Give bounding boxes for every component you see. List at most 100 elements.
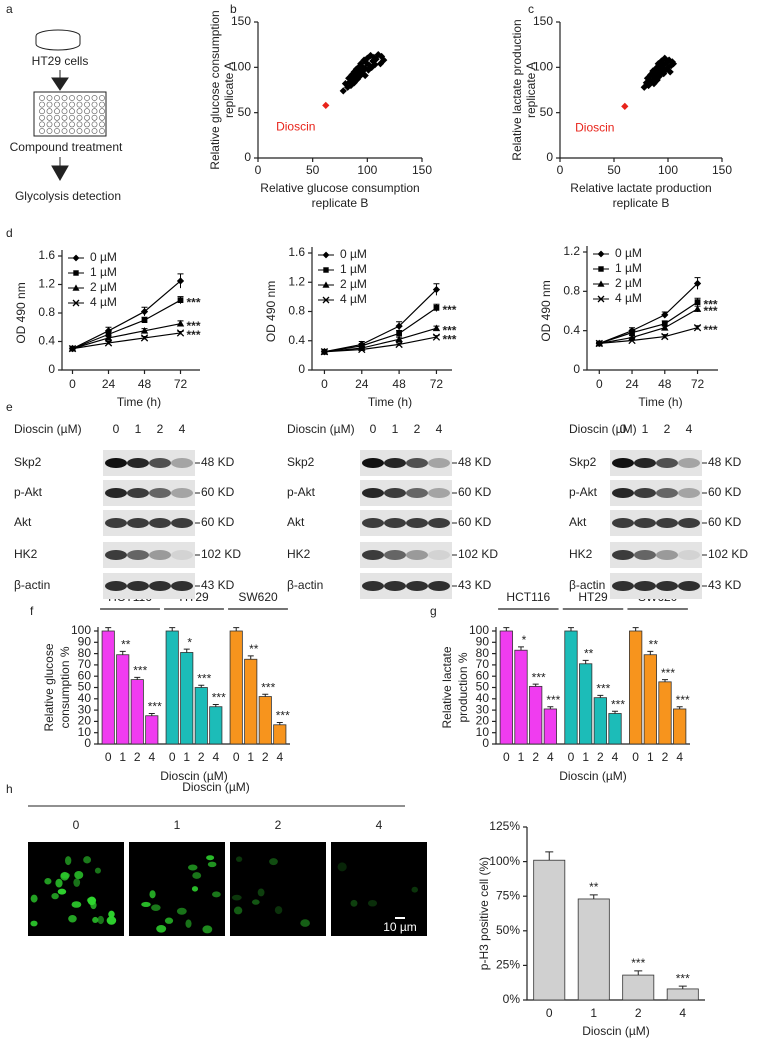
dish-side bbox=[35, 36, 81, 51]
marker bbox=[176, 319, 185, 327]
legend-label: 4 µM bbox=[340, 292, 367, 306]
blot-band bbox=[612, 550, 634, 560]
blot-size: 48 KD bbox=[708, 455, 742, 469]
x-tick-label: 4 bbox=[676, 750, 683, 764]
error-bar bbox=[212, 703, 219, 707]
cell bbox=[257, 888, 265, 897]
blot-band bbox=[634, 458, 656, 468]
lane-label: 4 bbox=[179, 422, 186, 436]
arrow bbox=[51, 70, 69, 91]
cell bbox=[108, 910, 115, 918]
annotation: Dioscin bbox=[276, 120, 315, 134]
bar bbox=[622, 974, 655, 1001]
cell bbox=[187, 864, 198, 871]
line bbox=[599, 327, 698, 345]
significance: *** bbox=[704, 304, 718, 318]
blot-size: 48 KD bbox=[201, 455, 235, 469]
well bbox=[99, 128, 105, 134]
legend-marker bbox=[72, 254, 80, 262]
blot-band bbox=[428, 581, 450, 591]
blot-band bbox=[384, 458, 406, 468]
marker bbox=[380, 56, 388, 64]
y-tick-label: 0 bbox=[244, 150, 251, 164]
y-axis-label: Relative glucose consumption bbox=[208, 10, 222, 169]
blot-band bbox=[428, 458, 450, 468]
blot-row-label: HK2 bbox=[287, 547, 311, 561]
y-tick-label: 90 bbox=[78, 634, 92, 648]
legend-label: 4 µM bbox=[90, 295, 117, 309]
significance: *** bbox=[676, 693, 690, 707]
blot-band bbox=[105, 550, 127, 560]
well bbox=[76, 121, 83, 128]
y-tick-label: 1.2 bbox=[38, 277, 55, 291]
blot-size: 48 KD bbox=[458, 455, 492, 469]
x-tick-label: 0 bbox=[321, 377, 328, 391]
cell bbox=[274, 906, 283, 915]
blot-band bbox=[406, 488, 428, 498]
blot-row-label: Akt bbox=[287, 515, 305, 529]
legend-marker bbox=[73, 270, 79, 276]
y-tick-label: 50 bbox=[78, 680, 92, 694]
blot-band bbox=[428, 518, 450, 528]
x-tick-label: 0 bbox=[557, 163, 564, 177]
blot-band bbox=[171, 550, 193, 560]
y-tick-label: 25% bbox=[496, 958, 520, 972]
panel-label: e bbox=[6, 400, 13, 414]
blot-band bbox=[634, 488, 656, 498]
well bbox=[61, 108, 68, 115]
cell bbox=[233, 906, 243, 915]
lane-label: 4 bbox=[686, 422, 693, 436]
lane-label: 0 bbox=[370, 422, 377, 436]
y-tick-label: 0.8 bbox=[38, 305, 55, 319]
x-axis-label: Relative glucose consumption bbox=[260, 181, 419, 195]
bar bbox=[145, 715, 159, 745]
well bbox=[91, 108, 98, 115]
blot-band bbox=[127, 518, 149, 528]
cell bbox=[191, 886, 199, 892]
significance: ** bbox=[649, 638, 659, 652]
x-tick-label: 0 bbox=[568, 750, 575, 764]
x-tick-label: 24 bbox=[102, 377, 116, 391]
x-tick-label: 1 bbox=[183, 750, 190, 764]
error-bar bbox=[582, 659, 589, 664]
lane-label: 4 bbox=[436, 422, 443, 436]
y-tick-label: 1.6 bbox=[38, 248, 55, 262]
well bbox=[54, 95, 60, 101]
x-tick-label: 0 bbox=[69, 377, 76, 391]
marker bbox=[396, 330, 402, 337]
marker bbox=[374, 51, 382, 59]
well bbox=[84, 114, 90, 121]
blot-band bbox=[127, 550, 149, 560]
legend-label: 2 µM bbox=[90, 280, 117, 294]
marker bbox=[644, 81, 653, 90]
significance: ** bbox=[249, 642, 259, 656]
blot-row-label: β-actin bbox=[14, 578, 50, 592]
panel-label: h bbox=[6, 782, 13, 796]
well bbox=[99, 108, 105, 115]
blot-band bbox=[105, 488, 127, 498]
blot-band bbox=[678, 581, 700, 591]
bar bbox=[673, 708, 687, 745]
well bbox=[46, 128, 53, 134]
axes bbox=[61, 250, 200, 371]
bar bbox=[499, 630, 513, 745]
cell bbox=[367, 899, 378, 907]
x-tick-label: 1 bbox=[247, 750, 254, 764]
blot-band bbox=[171, 488, 193, 498]
blot-row-label: Skp2 bbox=[14, 455, 42, 469]
blot-size: 43 KD bbox=[708, 578, 742, 592]
significance: *** bbox=[442, 323, 456, 337]
marker bbox=[104, 334, 113, 341]
y-tick-label: 75% bbox=[496, 888, 520, 902]
marker bbox=[358, 345, 366, 354]
x-tick-label: 72 bbox=[174, 377, 188, 391]
x-tick-label: 2 bbox=[662, 750, 669, 764]
x-tick-label: 48 bbox=[658, 377, 672, 391]
well bbox=[69, 95, 75, 101]
x-tick-label: 0 bbox=[503, 750, 510, 764]
well bbox=[61, 128, 68, 134]
line bbox=[72, 332, 181, 350]
x-tick-label: 2 bbox=[597, 750, 604, 764]
cell bbox=[30, 920, 38, 927]
step2-label: Glycolysis detection bbox=[15, 189, 121, 203]
